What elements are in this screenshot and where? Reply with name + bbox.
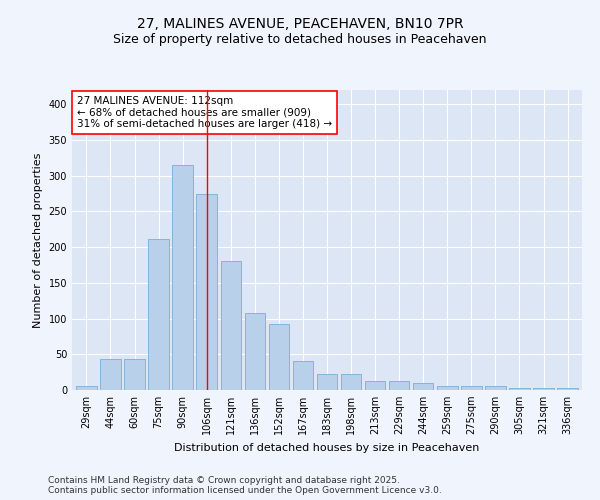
Bar <box>437 386 458 390</box>
Text: Size of property relative to detached houses in Peacehaven: Size of property relative to detached ho… <box>113 32 487 46</box>
Bar <box>557 388 578 390</box>
Bar <box>76 386 97 390</box>
X-axis label: Distribution of detached houses by size in Peacehaven: Distribution of detached houses by size … <box>175 442 479 452</box>
Bar <box>317 374 337 390</box>
Bar <box>461 386 482 390</box>
Bar <box>341 374 361 390</box>
Bar <box>293 362 313 390</box>
Bar <box>221 262 241 390</box>
Bar <box>245 313 265 390</box>
Bar <box>533 388 554 390</box>
Bar <box>148 238 169 390</box>
Bar <box>485 386 506 390</box>
Text: 27 MALINES AVENUE: 112sqm
← 68% of detached houses are smaller (909)
31% of semi: 27 MALINES AVENUE: 112sqm ← 68% of detac… <box>77 96 332 129</box>
Bar <box>196 194 217 390</box>
Bar <box>124 360 145 390</box>
Bar <box>100 360 121 390</box>
Bar <box>172 165 193 390</box>
Bar <box>413 383 433 390</box>
Bar <box>365 380 385 390</box>
Text: 27, MALINES AVENUE, PEACEHAVEN, BN10 7PR: 27, MALINES AVENUE, PEACEHAVEN, BN10 7PR <box>137 18 463 32</box>
Y-axis label: Number of detached properties: Number of detached properties <box>33 152 43 328</box>
Bar <box>269 324 289 390</box>
Bar <box>389 382 409 390</box>
Bar <box>509 388 530 390</box>
Text: Contains HM Land Registry data © Crown copyright and database right 2025.
Contai: Contains HM Land Registry data © Crown c… <box>48 476 442 495</box>
